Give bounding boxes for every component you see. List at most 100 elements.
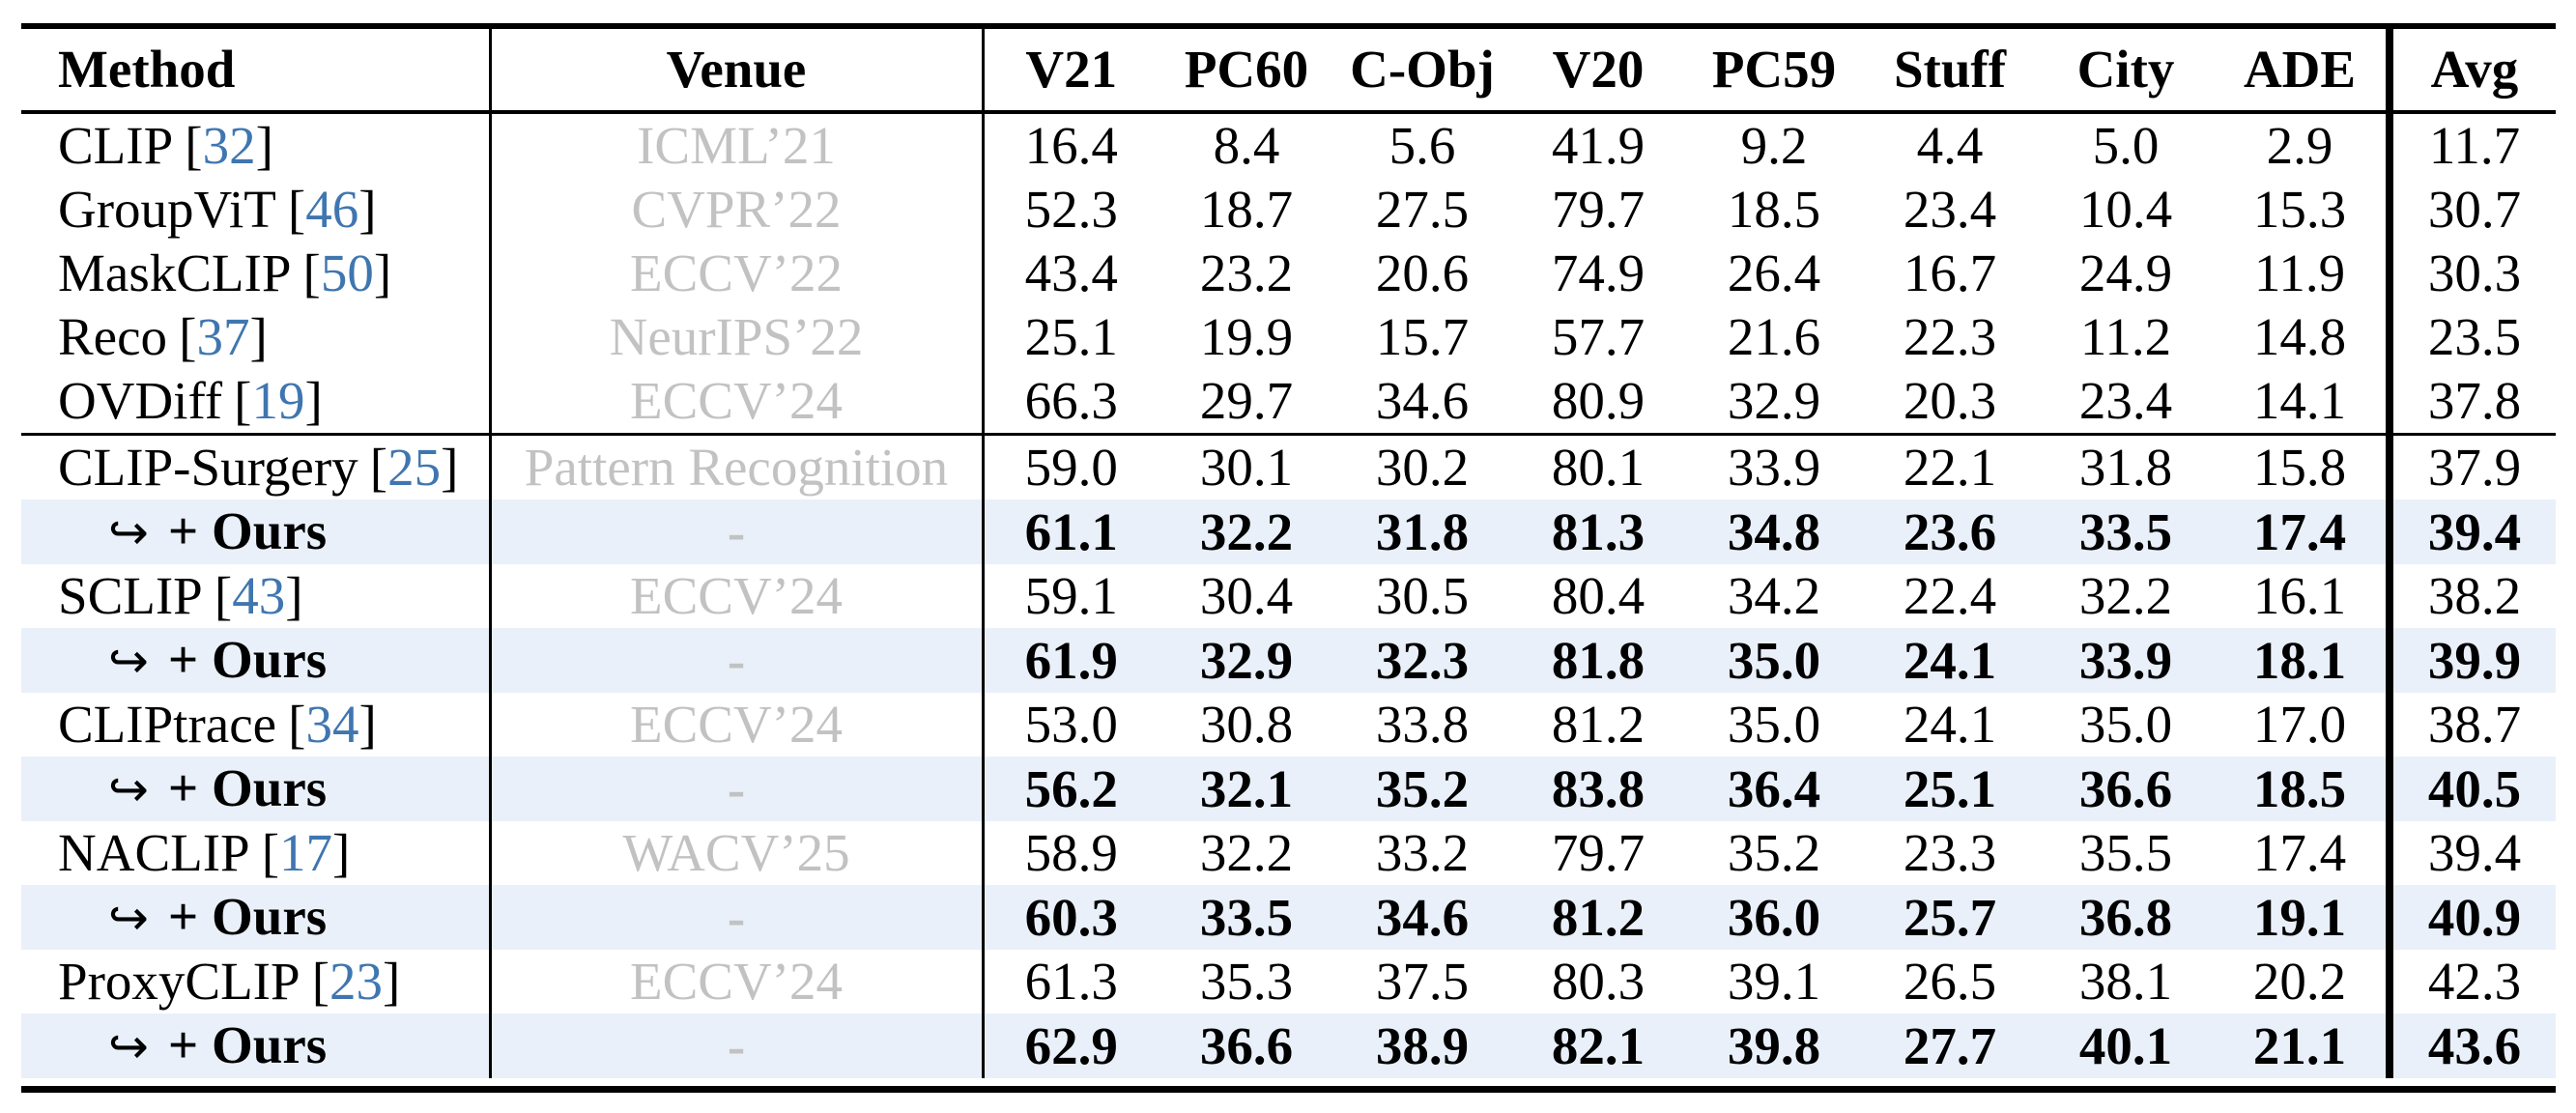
venue-cell: - <box>490 756 985 821</box>
citation-number: 25 <box>387 438 442 497</box>
method-name: OVDiff <box>58 371 223 430</box>
method-name: CLIPtrace <box>58 695 277 754</box>
score-v21: 43.4 <box>1024 243 1118 302</box>
score-avg: 37.8 <box>2427 371 2522 430</box>
bracket-open: [ <box>185 116 203 175</box>
bracket-open: [ <box>302 243 321 302</box>
score-v21: 56.2 <box>983 756 1159 821</box>
score-stuff: 22.4 <box>1903 566 1997 625</box>
table-row-sclip-ours: ↪ + Ours - 61.9 32.9 32.3 81.8 35.0 24.1 … <box>21 628 2556 693</box>
bracket-close: ] <box>358 695 377 754</box>
citation-link[interactable]: [43] <box>215 566 303 625</box>
score-v21: 25.1 <box>1024 307 1118 366</box>
score-pc59: 32.9 <box>1727 371 1821 430</box>
method-name: MaskCLIP <box>58 243 292 302</box>
venue-cell: - <box>490 1013 985 1078</box>
score-ade: 15.8 <box>2214 433 2393 499</box>
col-header-stuff: Stuff <box>1862 29 2038 114</box>
score-cobj: 27.5 <box>1375 180 1470 239</box>
citation-link[interactable]: [37] <box>179 307 268 366</box>
score-ade: 18.5 <box>2214 756 2393 821</box>
citation-link[interactable]: [19] <box>234 371 323 430</box>
score-v20: 80.1 <box>1510 433 1686 499</box>
score-cobj: 5.6 <box>1388 116 1456 175</box>
score-v21: 61.3 <box>1024 952 1118 1011</box>
table-row-groupvit: GroupViT [46] CVPR’22 52.3 18.7 27.5 79.7… <box>21 178 2556 242</box>
score-v20: 81.2 <box>1551 695 1646 754</box>
score-cobj: 30.5 <box>1375 566 1470 625</box>
score-city: 36.8 <box>2038 885 2214 950</box>
method-cell-ours: ↪ + Ours <box>21 628 492 693</box>
score-pc60: 8.4 <box>1213 116 1280 175</box>
method-cell: Reco [37] <box>21 305 492 369</box>
bracket-close: ] <box>358 180 377 239</box>
score-stuff: 24.1 <box>1862 628 2038 693</box>
citation-link[interactable]: [25] <box>370 438 459 497</box>
table-row-cliptrace-ours: ↪ + Ours - 56.2 32.1 35.2 83.8 36.4 25.1 … <box>21 756 2556 821</box>
method-cell-ours: ↪ + Ours <box>21 756 492 821</box>
table-row-cliptrace: CLIPtrace [34] ECCV’24 53.0 30.8 33.8 81.… <box>21 693 2556 756</box>
citation-link[interactable]: [17] <box>262 823 351 882</box>
score-stuff: 24.1 <box>1903 695 1997 754</box>
citation-number: 46 <box>305 180 359 239</box>
score-v20: 41.9 <box>1551 116 1646 175</box>
citation-link[interactable]: [32] <box>185 116 273 175</box>
citation-link[interactable]: [46] <box>288 180 377 239</box>
score-city: 11.2 <box>2079 307 2172 366</box>
bracket-open: [ <box>288 695 306 754</box>
score-v20: 80.3 <box>1551 952 1646 1011</box>
score-pc59: 9.2 <box>1740 116 1808 175</box>
col-header-pc59: PC59 <box>1686 29 1862 114</box>
score-ade: 17.0 <box>2214 693 2393 756</box>
method-cell: CLIP [32] <box>21 112 492 178</box>
bracket-open: [ <box>179 307 197 366</box>
table-row-sclip: SCLIP [43] ECCV’24 59.1 30.4 30.5 80.4 34… <box>21 564 2556 628</box>
table-row-clip-surgery: CLIP-Surgery [25] Pattern Recognition 59.… <box>21 433 2556 499</box>
col-header-pc60: PC60 <box>1159 29 1334 114</box>
ours-label: + Ours <box>167 758 328 817</box>
score-cobj: 34.6 <box>1375 371 1470 430</box>
score-v20: 83.8 <box>1510 756 1686 821</box>
score-v21: 53.0 <box>1024 695 1118 754</box>
method-name: GroupViT <box>58 180 276 239</box>
score-pc59: 35.0 <box>1727 695 1821 754</box>
score-stuff: 27.7 <box>1862 1013 2038 1078</box>
score-cobj: 37.5 <box>1375 952 1470 1011</box>
hook-arrow-icon: ↪ <box>108 633 149 689</box>
score-city: 5.0 <box>2092 116 2160 175</box>
score-stuff: 25.7 <box>1862 885 2038 950</box>
score-ade: 17.4 <box>2214 821 2393 885</box>
score-stuff: 23.4 <box>1903 180 1997 239</box>
venue-cell: Pattern Recognition <box>490 433 985 499</box>
benchmark-results-table-box: Method Venue V21 PC60 C-Obj V20 PC59 Stu… <box>21 23 2556 1093</box>
score-v21: 62.9 <box>983 1013 1159 1078</box>
score-stuff: 22.1 <box>1862 433 2038 499</box>
score-avg: 39.4 <box>2427 823 2522 882</box>
score-ade: 11.9 <box>2214 242 2393 305</box>
score-city: 23.4 <box>2078 371 2173 430</box>
citation-number: 19 <box>251 371 305 430</box>
score-pc60: 32.2 <box>1159 499 1334 564</box>
table-row-proxyclip-ours: ↪ + Ours - 62.9 36.6 38.9 82.1 39.8 27.7 … <box>21 1013 2556 1078</box>
venue-cell: WACV’25 <box>490 821 985 885</box>
citation-number: 50 <box>320 243 374 302</box>
bracket-open: [ <box>369 438 388 497</box>
score-ade: 16.1 <box>2214 564 2393 628</box>
citation-link[interactable]: [23] <box>312 952 401 1011</box>
score-ade: 21.1 <box>2214 1013 2393 1078</box>
bracket-open: [ <box>234 371 252 430</box>
score-pc60: 30.4 <box>1199 566 1294 625</box>
score-avg: 39.9 <box>2390 628 2556 693</box>
score-pc59: 34.8 <box>1686 499 1862 564</box>
score-cobj: 15.7 <box>1375 307 1470 366</box>
score-ade: 14.1 <box>2214 369 2393 435</box>
citation-link[interactable]: [34] <box>288 695 377 754</box>
method-cell-ours: ↪ + Ours <box>21 885 492 950</box>
score-avg: 43.6 <box>2390 1013 2556 1078</box>
score-pc59: 35.2 <box>1727 823 1821 882</box>
score-pc60: 23.2 <box>1199 243 1294 302</box>
score-v21: 59.1 <box>1024 566 1118 625</box>
citation-link[interactable]: [50] <box>303 243 392 302</box>
bracket-close: ] <box>383 952 401 1011</box>
score-ade: 19.1 <box>2214 885 2393 950</box>
